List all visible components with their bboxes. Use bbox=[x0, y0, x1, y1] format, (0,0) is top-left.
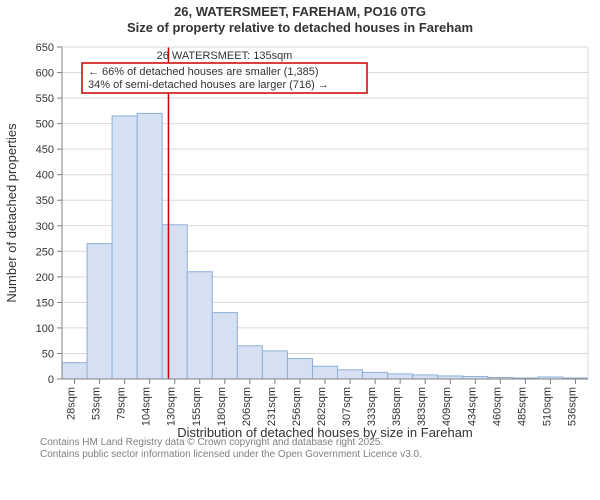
histogram-bar bbox=[62, 362, 87, 378]
histogram-bar bbox=[162, 224, 187, 378]
svg-text:350: 350 bbox=[36, 195, 54, 207]
annotation-line-1: ← 66% of detached houses are smaller (1,… bbox=[88, 66, 319, 78]
histogram-bar bbox=[262, 350, 287, 378]
x-tick-label: 383sqm bbox=[416, 387, 428, 426]
footer-attribution: Contains HM Land Registry data © Crown c… bbox=[40, 437, 422, 462]
x-tick-label: 460sqm bbox=[491, 387, 503, 426]
x-tick-label: 358sqm bbox=[391, 387, 403, 426]
histogram-bar bbox=[212, 312, 237, 378]
x-tick-label: 206sqm bbox=[241, 387, 253, 426]
histogram-bar bbox=[112, 115, 137, 378]
histogram-bar bbox=[388, 373, 413, 378]
svg-text:500: 500 bbox=[36, 118, 54, 130]
x-tick-label: 282sqm bbox=[316, 387, 328, 426]
histogram-bar bbox=[363, 372, 388, 379]
svg-text:650: 650 bbox=[36, 42, 54, 54]
histogram-bar bbox=[338, 369, 363, 378]
x-tick-label: 231sqm bbox=[266, 387, 278, 426]
x-tick-label: 333sqm bbox=[366, 387, 378, 426]
histogram-bar bbox=[312, 366, 337, 379]
x-tick-label: 434sqm bbox=[466, 387, 478, 426]
annotation-title: 26 WATERSMEET: 135sqm bbox=[157, 50, 293, 62]
histogram-bar bbox=[237, 345, 262, 378]
x-tick-label: 536sqm bbox=[566, 387, 578, 426]
svg-text:550: 550 bbox=[36, 93, 54, 105]
svg-text:400: 400 bbox=[36, 169, 54, 181]
footer-line-2: Contains public sector information licen… bbox=[40, 449, 422, 462]
svg-text:50: 50 bbox=[42, 348, 54, 360]
annotation-line-2: 34% of semi-detached houses are larger (… bbox=[88, 79, 329, 91]
x-tick-label: 155sqm bbox=[191, 387, 203, 426]
svg-text:250: 250 bbox=[36, 246, 54, 258]
x-tick-label: 180sqm bbox=[216, 387, 228, 426]
svg-text:0: 0 bbox=[48, 374, 54, 386]
svg-text:150: 150 bbox=[36, 297, 54, 309]
histogram-bar bbox=[137, 113, 162, 379]
y-axis-label: Number of detached properties bbox=[4, 122, 19, 302]
footer-line-1: Contains HM Land Registry data © Crown c… bbox=[40, 437, 422, 450]
x-tick-label: 79sqm bbox=[116, 387, 128, 420]
x-tick-label: 130sqm bbox=[166, 387, 178, 426]
histogram-bar bbox=[187, 271, 212, 378]
x-tick-label: 256sqm bbox=[291, 387, 303, 426]
histogram-bar bbox=[413, 374, 438, 378]
svg-text:200: 200 bbox=[36, 271, 54, 283]
x-tick-label: 28sqm bbox=[66, 387, 78, 420]
x-tick-label: 409sqm bbox=[441, 387, 453, 426]
x-tick-label: 510sqm bbox=[541, 387, 553, 426]
chart-container: 0 50 100 150 200 250 300 350 400 450 500 550 600 650 2… bbox=[0, 37, 600, 457]
histogram-bar bbox=[287, 358, 312, 378]
x-tick-label: 53sqm bbox=[91, 387, 103, 420]
x-tick-label: 307sqm bbox=[341, 387, 353, 426]
title-line-2: Size of property relative to detached ho… bbox=[0, 20, 600, 36]
histogram-chart: 0 50 100 150 200 250 300 350 400 450 500 550 600 650 2… bbox=[0, 37, 600, 457]
x-tick-label: 104sqm bbox=[141, 387, 153, 426]
svg-text:100: 100 bbox=[36, 322, 54, 334]
svg-text:600: 600 bbox=[36, 67, 54, 79]
svg-text:300: 300 bbox=[36, 220, 54, 232]
title-line-1: 26, WATERSMEET, FAREHAM, PO16 0TG bbox=[0, 4, 600, 20]
x-tick-label: 485sqm bbox=[516, 387, 528, 426]
chart-titles: 26, WATERSMEET, FAREHAM, PO16 0TG Size o… bbox=[0, 0, 600, 37]
histogram-bar bbox=[87, 243, 112, 378]
svg-text:450: 450 bbox=[36, 144, 54, 156]
